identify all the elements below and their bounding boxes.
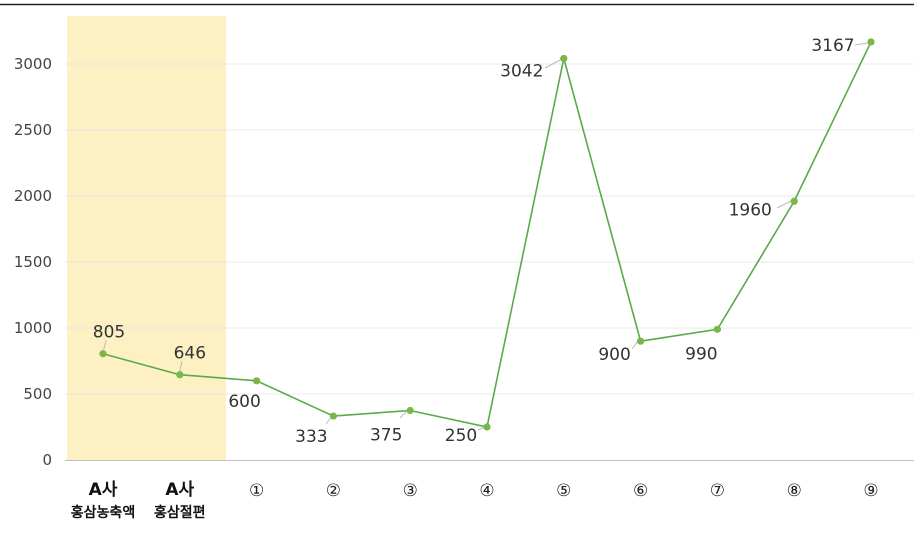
y-tick-label: 0 bbox=[42, 451, 52, 469]
y-tick-label: 2000 bbox=[14, 187, 52, 205]
data-label: 333 bbox=[295, 427, 327, 447]
x-tick-label: ③ bbox=[403, 481, 418, 501]
label-leader-line bbox=[631, 340, 639, 350]
y-tick-label: 1000 bbox=[14, 319, 52, 337]
y-tick-label: 2500 bbox=[14, 121, 52, 139]
data-point bbox=[483, 423, 491, 431]
x-tick-label: ⑦ bbox=[710, 481, 725, 501]
data-point bbox=[406, 406, 414, 415]
label-leader-line bbox=[776, 200, 792, 209]
label-leader-line bbox=[544, 58, 563, 69]
x-tick-label: ④ bbox=[479, 481, 494, 501]
x-tick-label-company: A사 bbox=[89, 480, 118, 500]
data-label: 646 bbox=[174, 344, 206, 364]
data-point bbox=[637, 337, 645, 345]
data-labels: 805 646 600 333 375 250 3042 900 990 1960 3167 bbox=[93, 36, 855, 447]
data-label: 600 bbox=[228, 392, 260, 412]
y-tick-label: 500 bbox=[23, 385, 52, 403]
y-tick-label: 1500 bbox=[14, 253, 52, 271]
x-tick-label: ⑥ bbox=[633, 481, 648, 501]
data-point bbox=[176, 371, 184, 379]
y-axis-tick-labels: 0 500 1000 1500 2000 2500 3000 bbox=[14, 55, 52, 469]
x-tick-label: ⑨ bbox=[863, 481, 878, 501]
highlight-band bbox=[67, 16, 226, 460]
data-label: 900 bbox=[598, 345, 630, 365]
x-tick-label: ⑧ bbox=[787, 481, 802, 501]
data-points bbox=[99, 38, 875, 431]
x-tick-label: ② bbox=[326, 481, 341, 501]
data-point bbox=[790, 197, 798, 205]
x-tick-label-product: 홍삼절편 bbox=[154, 504, 206, 521]
x-tick-label-company: A사 bbox=[165, 480, 194, 500]
data-label: 3167 bbox=[811, 36, 854, 56]
data-label: 375 bbox=[370, 426, 402, 446]
x-tick-label: ⑤ bbox=[556, 481, 571, 501]
data-label: 1960 bbox=[729, 200, 772, 220]
data-point bbox=[329, 412, 337, 420]
data-point bbox=[713, 325, 722, 333]
data-label: 250 bbox=[445, 426, 477, 446]
data-point bbox=[99, 350, 107, 358]
data-label: 990 bbox=[685, 344, 717, 364]
data-point bbox=[867, 38, 875, 46]
data-label: 3042 bbox=[500, 61, 543, 81]
gridlines bbox=[65, 63, 914, 395]
label-leader-line bbox=[854, 42, 869, 46]
data-label: 805 bbox=[93, 323, 125, 343]
data-point bbox=[560, 54, 568, 63]
y-tick-label: 3000 bbox=[14, 55, 52, 73]
label-leader-line bbox=[399, 409, 409, 419]
data-point bbox=[253, 377, 261, 385]
x-tick-label: ① bbox=[249, 481, 264, 501]
x-tick-label-product: 홍삼농축액 bbox=[71, 504, 135, 521]
